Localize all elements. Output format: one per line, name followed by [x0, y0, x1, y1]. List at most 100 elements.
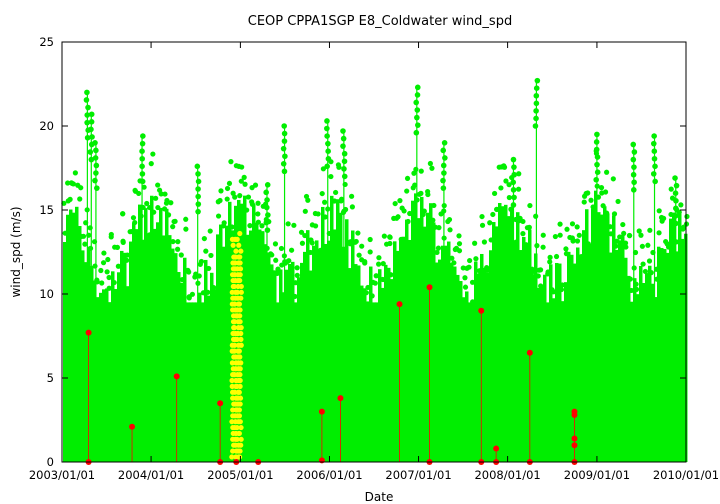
green-band-point: [421, 208, 427, 214]
green-band-segment: [570, 254, 574, 462]
yellow-data-points: [229, 230, 244, 460]
green-band-point: [412, 182, 418, 188]
x-tick-label: 2003/01/01: [29, 468, 95, 482]
green-peak-point: [340, 135, 347, 142]
red-drop-lines: [88, 287, 575, 462]
red-data-point: [396, 301, 403, 308]
green-band-segment: [672, 214, 676, 462]
green-peak-point: [441, 140, 448, 146]
yellow-data-point: [229, 454, 235, 460]
green-peak-point: [651, 133, 657, 139]
green-band-segment: [525, 245, 529, 462]
green-band-point: [516, 171, 522, 177]
green-peak-point: [511, 171, 517, 178]
green-band-segment: [474, 261, 478, 462]
green-band-segment: [303, 251, 307, 462]
green-band-segment: [276, 302, 280, 462]
green-band-point: [355, 230, 361, 236]
green-band-point: [569, 221, 576, 227]
green-band-point: [367, 249, 373, 255]
green-band-point: [359, 243, 365, 249]
green-band-point: [506, 182, 512, 188]
y-tick-label: 25: [39, 35, 54, 49]
green-peak-point: [264, 197, 270, 203]
yellow-data-point: [238, 289, 244, 295]
yellow-data-point: [237, 260, 243, 266]
green-band-segment: [111, 271, 115, 462]
yellow-data-point: [234, 336, 240, 342]
green-band-segment: [396, 250, 400, 462]
green-peak-point: [265, 212, 271, 218]
yellow-data-point: [231, 283, 237, 290]
yellow-data-point: [238, 330, 244, 337]
green-band-segment: [636, 294, 640, 462]
green-band-segment: [354, 264, 358, 462]
green-peak-point: [630, 141, 637, 148]
green-peak-point: [651, 148, 658, 154]
green-band-point: [676, 209, 682, 215]
green-band-segment: [165, 208, 169, 462]
green-band-point: [576, 232, 582, 238]
yellow-data-point: [236, 242, 242, 248]
green-band-point: [168, 200, 174, 206]
green-band-point: [247, 223, 253, 229]
green-peak-point: [673, 197, 679, 204]
green-band-point: [387, 240, 393, 247]
green-band-point: [252, 182, 259, 188]
green-band-point: [206, 265, 212, 272]
green-band-segment: [504, 204, 508, 462]
green-band-point: [498, 185, 504, 191]
green-band-point: [638, 232, 644, 238]
green-band-point: [559, 282, 565, 288]
green-band-point: [563, 246, 569, 252]
x-tick-label: 2006/01/01: [296, 468, 362, 482]
green-band-point: [604, 169, 610, 175]
green-band-segment: [132, 222, 136, 462]
green-band-point: [99, 280, 105, 286]
green-band-segment: [459, 281, 463, 462]
green-peak-point: [440, 177, 446, 184]
green-band-point: [221, 220, 227, 226]
green-peak-point: [440, 147, 447, 154]
green-band-segment: [150, 195, 154, 462]
yellow-data-point: [238, 342, 244, 348]
green-band-point: [141, 184, 147, 190]
green-peak-point: [264, 182, 271, 188]
green-band-point: [105, 256, 111, 263]
green-peak-point: [510, 202, 517, 208]
green-band-point: [171, 218, 177, 225]
green-band-segment: [393, 241, 397, 462]
green-peak-point: [194, 163, 201, 170]
green-peak-point: [672, 175, 678, 181]
yellow-data-point: [238, 442, 244, 448]
green-band-segment: [609, 252, 613, 462]
yellow-data-point: [238, 360, 244, 366]
green-band-point: [627, 233, 633, 239]
yellow-data-point: [230, 448, 236, 454]
green-band-segment: [330, 195, 334, 462]
green-band-segment: [117, 272, 121, 462]
green-band-segment: [147, 236, 151, 462]
green-peak-point: [414, 114, 420, 121]
green-peak-point: [195, 208, 201, 215]
green-band-point: [349, 204, 355, 210]
red-data-point: [526, 349, 533, 356]
green-band-segment: [552, 298, 556, 462]
green-peak-point: [94, 185, 100, 191]
yellow-data-point: [233, 248, 239, 254]
green-band-segment: [471, 302, 475, 462]
green-band-point: [462, 284, 469, 290]
yellow-data-point: [237, 277, 243, 284]
green-band-point: [130, 215, 137, 221]
green-band-segment: [114, 289, 118, 462]
green-peak-point: [324, 118, 330, 124]
green-peak-point: [440, 162, 447, 169]
green-band-point: [547, 259, 553, 265]
green-band-segment: [375, 302, 379, 462]
green-band-segment: [249, 230, 253, 462]
green-band-segment: [207, 295, 211, 462]
green-band-segment: [285, 269, 289, 462]
green-band-point: [70, 181, 77, 187]
green-band-point: [239, 164, 245, 170]
green-band-segment: [243, 195, 247, 462]
